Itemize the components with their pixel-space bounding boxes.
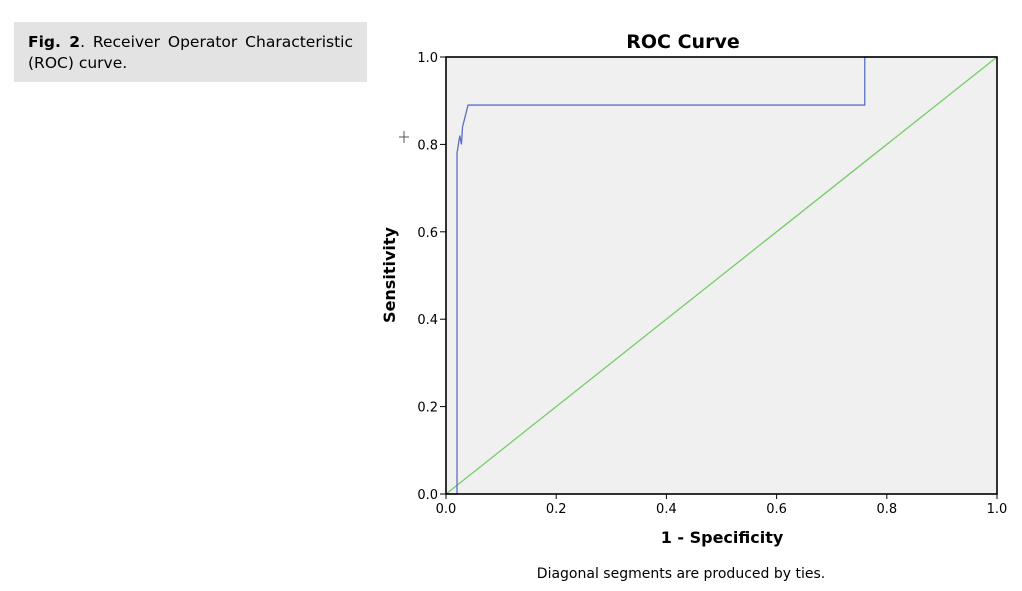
chart-title: ROC Curve [626,31,739,53]
x-axis-title: 1 - Specificity [661,528,784,547]
y-tick-label: 0.6 [417,226,438,241]
x-tick-label: 0.6 [766,502,787,517]
x-tick-label: 0.0 [436,502,457,517]
caption-text: Receiver Operator Characteristic (ROC) c… [28,33,353,72]
x-tick-label: 0.8 [876,502,897,517]
x-tick-label: 1.0 [987,502,1008,517]
x-tick-label: 0.2 [546,502,567,517]
plus-marker-icon [399,131,409,143]
roc-curve-line [446,56,997,495]
ticks-layer: 0.0 0.2 0.4 0.6 0.8 1.0 0.0 0.2 0.4 0.6 0.8 1.0 [417,51,1007,517]
reference-line [445,56,998,495]
y-tick-label: 0.8 [417,138,438,153]
y-tick-label: 1.0 [417,51,438,66]
x-tick-label: 0.4 [656,502,677,517]
plot-frame [445,56,998,495]
y-axis-title: Sensitivity [380,226,399,322]
caption-label: Fig. 2 [28,33,81,51]
figure-caption: Fig. 2. Receiver Operator Characteristic… [14,22,367,82]
footnote: Diagonal segments are produced by ties. [537,566,825,582]
y-tick-label: 0.2 [417,401,438,416]
caption-separator: . [80,33,85,51]
series-layer [445,56,998,495]
y-tick-label: 0.0 [417,488,438,503]
y-tick-label: 0.4 [417,313,438,328]
